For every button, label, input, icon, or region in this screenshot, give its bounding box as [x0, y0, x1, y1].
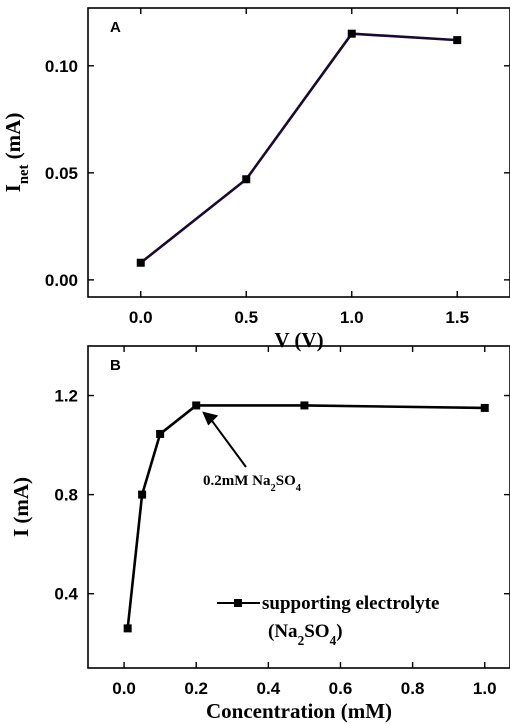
- plot-frame: [87, 7, 510, 298]
- x-tick-label: 0.0: [112, 679, 136, 698]
- y-axis-title: I (mA): [9, 477, 33, 537]
- legend-label-line2: (Na2SO4): [268, 621, 343, 648]
- data-point: [480, 403, 489, 412]
- annotation-arrow-line: [209, 417, 247, 468]
- data-point: [300, 401, 309, 410]
- data-point: [192, 401, 201, 410]
- x-tick-label: 1.0: [340, 308, 364, 327]
- panel-b: 0.0 0.2 0.4 0.6 0.8 1.0 0.4 0.8 1.2 B Concentratio…: [9, 345, 510, 723]
- annotation-label: 0.2mM Na2SO4: [203, 473, 302, 494]
- data-point: [347, 29, 356, 38]
- data-point: [453, 36, 462, 45]
- x-tick-label: 1.5: [445, 308, 469, 327]
- data-point: [242, 175, 251, 184]
- legend-marker: [234, 599, 242, 607]
- x-axis-title: V (V): [274, 328, 323, 352]
- y-tick-label: 0.4: [54, 585, 78, 604]
- y-tick-label: 0.10: [45, 57, 78, 76]
- data-point: [138, 490, 147, 499]
- y-axis-title: Inet (mA): [1, 113, 32, 193]
- y-tick-label: 0.00: [45, 271, 78, 290]
- x-tick-label: 0.6: [329, 679, 353, 698]
- data-point: [156, 429, 165, 438]
- x-tick-label: 0.0: [129, 308, 153, 327]
- y-tick-label: 0.05: [45, 164, 78, 183]
- x-tick-label: 0.5: [234, 308, 258, 327]
- x-tick-label: 0.2: [184, 679, 208, 698]
- x-tick-label: 0.8: [401, 679, 425, 698]
- panel-letter: B: [110, 357, 121, 374]
- x-tick-label: 1.0: [473, 679, 497, 698]
- panel-letter: A: [110, 19, 121, 36]
- annotation-arrowhead: [202, 411, 219, 426]
- y-tick-label: 1.2: [54, 387, 78, 406]
- panel-a: 0.0 0.5 1.0 1.5 0.00 0.05 0.10 A V (V) Inet (mA): [1, 7, 510, 352]
- plot-frame: [87, 345, 510, 669]
- data-point: [123, 624, 132, 633]
- y-tick-label: 0.8: [54, 486, 78, 505]
- x-tick-label: 0.4: [257, 679, 281, 698]
- x-axis-title: Concentration (mM): [206, 699, 392, 723]
- series-line: [126, 404, 485, 629]
- series-line: [139, 32, 458, 264]
- data-point: [136, 258, 145, 267]
- legend-label: supporting electrolyte: [262, 593, 440, 614]
